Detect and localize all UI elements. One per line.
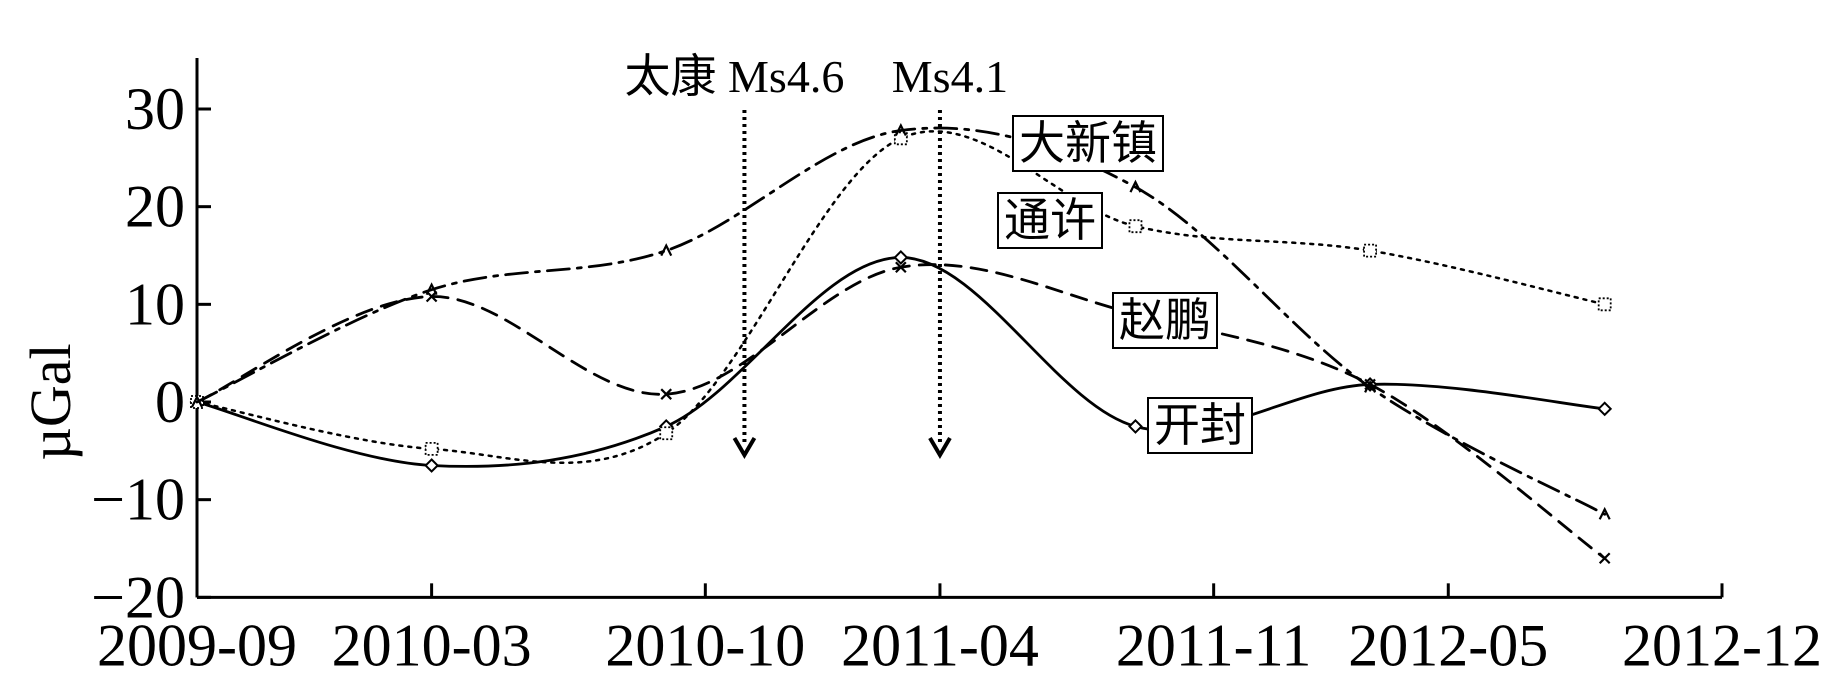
y-tick-label: 10 xyxy=(125,271,185,337)
series-line xyxy=(195,130,1606,464)
series-label-box xyxy=(997,192,1103,249)
data-point-stroke xyxy=(660,388,673,400)
series-label: 赵鹏 xyxy=(1112,292,1218,349)
series-line xyxy=(195,126,1607,516)
event-label: Ms4.1 xyxy=(892,51,1008,102)
series-label: 开封 xyxy=(1147,397,1253,454)
event-marker: 太康 Ms4.6 xyxy=(625,51,845,459)
series-label-box xyxy=(1112,292,1218,349)
y-tick-label: 30 xyxy=(125,76,185,142)
series-line xyxy=(195,263,1607,560)
series-label-text: 通许 xyxy=(1004,195,1096,246)
x-tick-label: 2009-09 xyxy=(97,612,297,678)
y-tick-label: −10 xyxy=(91,467,185,533)
data-point xyxy=(1597,401,1613,417)
data-point xyxy=(893,131,908,146)
series-label-text: 开封 xyxy=(1154,400,1246,451)
series-2 xyxy=(191,261,1611,565)
data-point xyxy=(424,441,439,456)
y-axis-title: µGal xyxy=(18,343,83,460)
x-tick-label: 2012-12 xyxy=(1622,612,1822,678)
series-label-text: 赵鹏 xyxy=(1119,295,1211,346)
data-point xyxy=(1128,219,1143,234)
series-label: 大新镇 xyxy=(1012,115,1164,172)
data-point-stroke xyxy=(895,261,907,273)
data-point xyxy=(895,261,907,273)
data-point xyxy=(660,388,673,400)
data-point xyxy=(893,250,909,265)
x-tick-label: 2010-10 xyxy=(605,612,805,678)
series-label-box xyxy=(1012,115,1164,172)
data-point xyxy=(191,394,203,408)
x-tick-label: 2010-03 xyxy=(332,612,532,678)
data-point xyxy=(894,123,907,136)
y-tick-label: −20 xyxy=(91,564,185,630)
data-point xyxy=(1598,552,1611,565)
event-marker: Ms4.1 xyxy=(892,51,1008,459)
data-point xyxy=(425,282,438,296)
data-point-stroke xyxy=(1598,552,1611,565)
x-tick-label: 2011-04 xyxy=(841,612,1039,678)
y-tick-label: 20 xyxy=(125,174,185,240)
event-arrow-head xyxy=(732,436,757,459)
data-point xyxy=(424,458,440,473)
series-label: 通许 xyxy=(997,192,1103,249)
series-label-text: 大新镇 xyxy=(1019,118,1157,169)
x-tick-label: 2012-05 xyxy=(1348,612,1548,678)
event-arrow-head xyxy=(928,436,952,459)
series-1 xyxy=(189,250,1613,473)
series-line xyxy=(195,256,1607,468)
series-4 xyxy=(191,123,1611,520)
data-point xyxy=(1364,379,1377,393)
data-point xyxy=(660,243,673,257)
data-point xyxy=(1128,419,1143,434)
series-3 xyxy=(190,130,1612,464)
series-layer xyxy=(189,123,1613,565)
event-layer: 太康 Ms4.6 Ms4.1 xyxy=(625,51,1008,459)
series-label-box xyxy=(1147,397,1253,454)
y-tick-label: 0 xyxy=(155,369,185,435)
data-point xyxy=(1597,297,1612,312)
data-point xyxy=(1129,179,1142,193)
event-label: 太康 Ms4.6 xyxy=(625,51,845,102)
data-point xyxy=(659,426,674,441)
data-point xyxy=(1363,243,1377,258)
data-point xyxy=(1598,506,1611,520)
x-tick-label: 2011-11 xyxy=(1116,612,1312,678)
